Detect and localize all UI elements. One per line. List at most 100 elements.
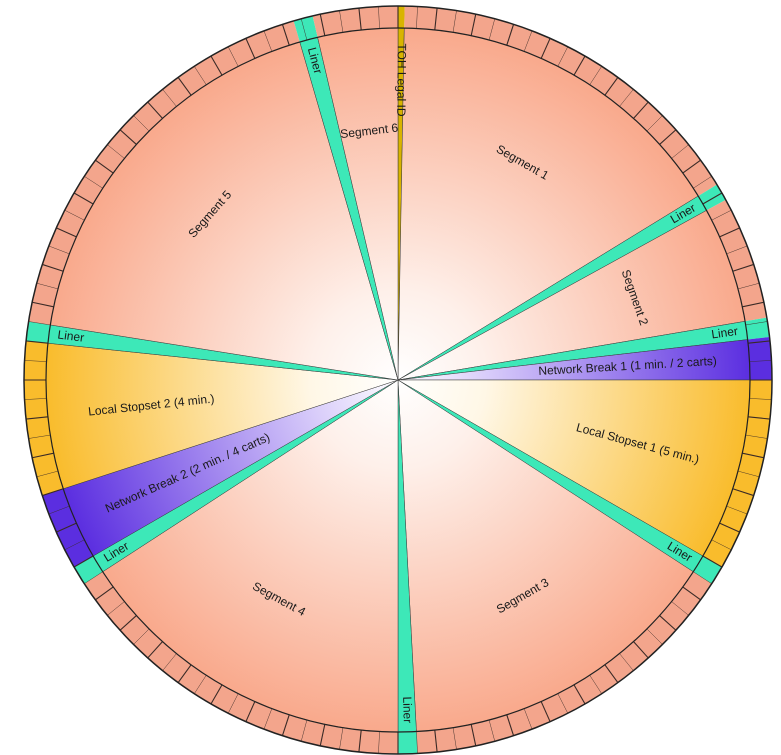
tick-mark — [107, 144, 125, 159]
tick-mark — [557, 693, 568, 714]
tick-mark — [48, 505, 70, 515]
tick-mark — [732, 263, 754, 272]
tick-mark — [358, 730, 362, 753]
tick-mark — [147, 641, 163, 659]
tick-mark — [42, 263, 64, 272]
tick-mark — [748, 340, 771, 344]
slice-label-liner-9: Liner — [400, 696, 415, 723]
ring-liner-16 — [293, 15, 318, 42]
tick-mark — [488, 18, 496, 41]
ring-liner-4 — [745, 317, 770, 340]
tick-mark — [604, 664, 619, 683]
tick-mark — [711, 539, 732, 550]
tick-mark — [319, 724, 326, 746]
tick-mark — [263, 30, 273, 52]
tick-mark — [633, 641, 649, 659]
tick-mark — [28, 434, 51, 439]
tick-mark — [378, 731, 380, 754]
ring-network-5 — [747, 337, 772, 380]
tick-mark — [42, 488, 64, 497]
tick-mark — [589, 66, 602, 85]
ring-liner-9 — [398, 731, 418, 754]
tick-mark — [319, 14, 326, 36]
tick-mark — [659, 129, 677, 145]
tick-mark — [646, 115, 663, 132]
pie-slices — [45, 27, 751, 733]
ring-segment-8 — [416, 571, 712, 754]
tick-mark — [434, 7, 438, 30]
tick-mark — [452, 727, 457, 750]
tick-mark — [589, 675, 602, 694]
tick-mark — [107, 601, 125, 616]
tick-mark — [470, 14, 477, 36]
tick-mark — [147, 101, 163, 119]
tick-mark — [210, 684, 223, 705]
slice-label-segment-17: Segment 6 — [340, 121, 400, 142]
tick-mark — [281, 714, 290, 736]
tick-mark — [36, 282, 59, 290]
tick-mark — [726, 505, 748, 515]
tick-mark — [194, 66, 207, 85]
ring-legal-0 — [398, 6, 405, 29]
ring-segment-3 — [706, 199, 767, 322]
tick-mark — [540, 38, 551, 59]
tick-mark — [133, 115, 150, 132]
inner-border — [45, 27, 751, 733]
tick-mark — [28, 321, 51, 326]
tick-mark — [416, 731, 418, 754]
tick-mark — [604, 77, 619, 96]
tick-mark — [682, 586, 701, 601]
tick-mark — [25, 340, 48, 344]
tick-mark — [32, 301, 54, 308]
tick-mark — [573, 55, 586, 76]
tick-mark — [523, 708, 533, 730]
ring-segment-10 — [84, 571, 398, 754]
tick-mark — [64, 539, 85, 550]
tick-mark — [210, 55, 223, 76]
tick-mark — [745, 321, 768, 326]
tick-mark — [693, 176, 712, 189]
tick-mark — [726, 245, 748, 255]
tick-mark — [24, 398, 47, 400]
tick-mark — [339, 10, 344, 33]
tick-mark — [748, 416, 771, 420]
ring-network-12 — [42, 488, 94, 567]
tick-mark — [25, 416, 48, 420]
tick-mark — [633, 101, 649, 119]
tick-mark — [619, 653, 634, 671]
tick-mark — [32, 452, 54, 459]
tick-mark — [646, 628, 663, 645]
tick-mark — [162, 89, 177, 107]
tick-mark — [506, 714, 515, 736]
tick-mark — [339, 727, 344, 750]
slice-label-liner-16: Liner — [305, 46, 325, 75]
tick-mark — [573, 684, 586, 705]
tick-mark — [416, 6, 418, 29]
tick-mark — [749, 360, 772, 362]
tick-mark — [702, 192, 723, 205]
tick-mark — [737, 282, 760, 290]
tick-mark — [737, 470, 760, 478]
tick-mark — [84, 571, 103, 584]
tick-mark — [73, 192, 94, 205]
tick-mark — [300, 18, 308, 41]
ring-liner-2 — [698, 184, 726, 211]
tick-mark — [228, 693, 239, 714]
tick-mark — [24, 360, 47, 362]
tick-mark — [194, 675, 207, 694]
tick-mark — [659, 615, 677, 631]
tick-mark — [711, 210, 732, 221]
tick-mark — [56, 522, 77, 533]
tick-mark — [671, 601, 689, 616]
tick-mark — [119, 615, 137, 631]
slice-label-legal-0: TOH Legal ID — [394, 43, 409, 117]
tick-mark — [540, 701, 551, 722]
tick-mark — [452, 10, 457, 33]
tick-mark — [84, 176, 103, 189]
tick-mark — [719, 522, 740, 533]
tick-mark — [506, 24, 515, 46]
tick-mark — [671, 144, 689, 159]
tick-mark — [177, 664, 192, 683]
